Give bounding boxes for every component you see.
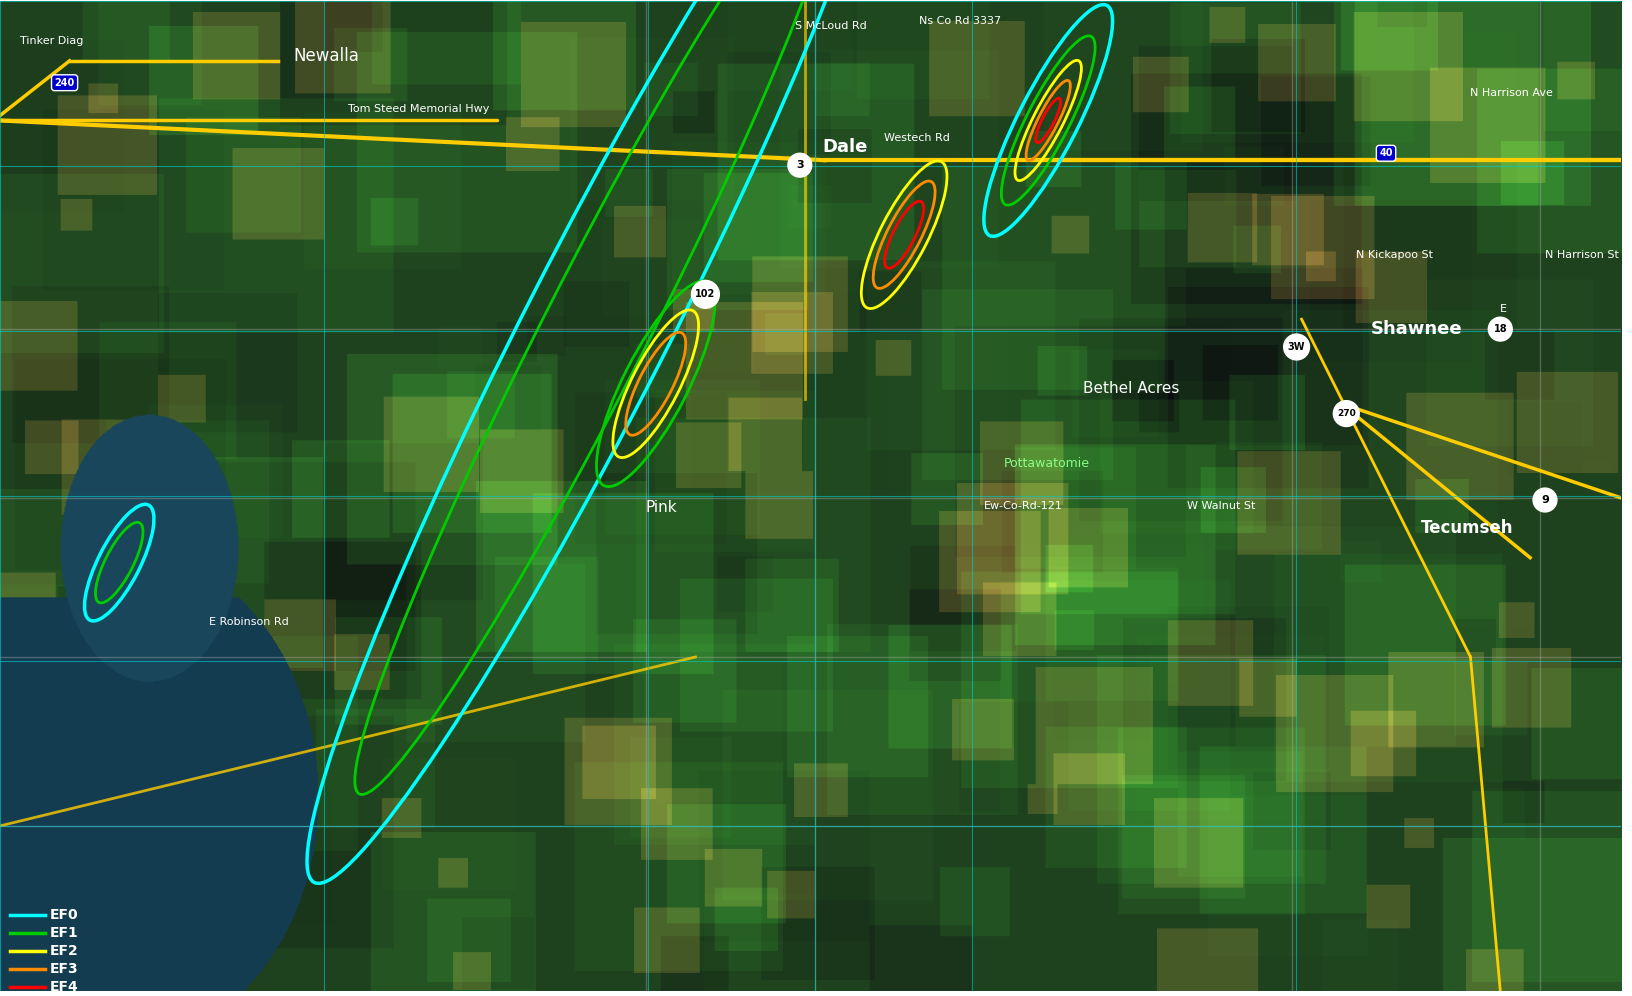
Text: E: E xyxy=(1500,304,1508,315)
Text: 3: 3 xyxy=(796,160,803,170)
Text: Pink: Pink xyxy=(646,500,677,516)
Text: Ns Co Rd 3337: Ns Co Rd 3337 xyxy=(919,16,1000,26)
Circle shape xyxy=(788,153,811,177)
Text: Dale: Dale xyxy=(823,138,868,156)
Text: Tecumseh: Tecumseh xyxy=(1421,519,1513,537)
Text: Shawnee: Shawnee xyxy=(1371,320,1462,338)
Text: EF2: EF2 xyxy=(49,944,78,958)
Text: N Kickapoo St: N Kickapoo St xyxy=(1356,250,1433,260)
Text: EF0: EF0 xyxy=(49,908,78,922)
Text: Westech Rd: Westech Rd xyxy=(885,133,950,143)
Text: Tom Steed Memorial Hwy: Tom Steed Memorial Hwy xyxy=(348,104,490,114)
Text: 40: 40 xyxy=(1379,148,1392,158)
Text: EF3: EF3 xyxy=(49,962,78,976)
Text: 3W: 3W xyxy=(1288,342,1306,352)
Text: W Walnut St: W Walnut St xyxy=(1188,501,1255,511)
Circle shape xyxy=(1532,488,1557,512)
Text: N Harrison St: N Harrison St xyxy=(1546,250,1619,260)
Text: N Harrison Ave: N Harrison Ave xyxy=(1470,88,1554,98)
Text: EF1: EF1 xyxy=(49,926,78,940)
Text: E Robinson Rd: E Robinson Rd xyxy=(209,618,289,627)
Text: Newalla: Newalla xyxy=(294,47,359,65)
Text: 102: 102 xyxy=(695,290,715,300)
Text: 240: 240 xyxy=(54,78,75,88)
Circle shape xyxy=(1488,317,1513,341)
Text: Ew-Co-Rd-121: Ew-Co-Rd-121 xyxy=(984,501,1062,511)
Text: 9: 9 xyxy=(1541,495,1549,505)
Circle shape xyxy=(692,281,720,308)
Text: EF4: EF4 xyxy=(49,980,78,994)
Circle shape xyxy=(1284,334,1309,360)
Text: S McLoud Rd: S McLoud Rd xyxy=(795,21,867,31)
Text: Bethel Acres: Bethel Acres xyxy=(1084,381,1180,396)
Text: 18: 18 xyxy=(1493,324,1506,334)
Circle shape xyxy=(1333,400,1359,426)
Text: Pottawatomie: Pottawatomie xyxy=(1004,457,1090,470)
Text: 270: 270 xyxy=(1337,409,1356,418)
Text: Tinker Diag: Tinker Diag xyxy=(20,36,83,46)
